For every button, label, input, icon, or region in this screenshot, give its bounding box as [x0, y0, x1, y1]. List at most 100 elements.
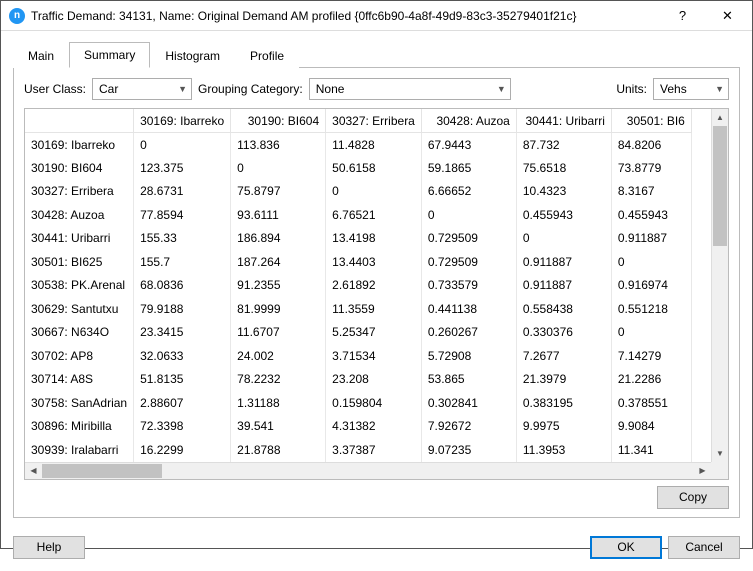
table-cell[interactable]: 93.6111: [231, 203, 326, 227]
table-cell[interactable]: 84.8206: [611, 133, 691, 157]
table-cell[interactable]: 39.541: [231, 415, 326, 439]
table-cell[interactable]: 9.9084: [611, 415, 691, 439]
table-row[interactable]: 30538: PK.Arenal68.083691.23552.618920.7…: [25, 274, 691, 298]
table-cell[interactable]: 32.0633: [134, 344, 231, 368]
table-cell[interactable]: 11.3953: [516, 438, 611, 462]
column-header[interactable]: 30190: BI604: [231, 109, 326, 133]
table-cell[interactable]: 0.455943: [516, 203, 611, 227]
table-cell[interactable]: 23.3415: [134, 321, 231, 345]
table-cell[interactable]: 0.733579: [421, 274, 516, 298]
table-row[interactable]: 30441: Uribarri155.33186.89413.41980.729…: [25, 227, 691, 251]
table-row[interactable]: 30501: BI625155.7187.26413.44030.7295090…: [25, 250, 691, 274]
table-cell[interactable]: 16.2299: [134, 438, 231, 462]
table-cell[interactable]: 10.4323: [516, 180, 611, 204]
column-header[interactable]: 30428: Auzoa: [421, 109, 516, 133]
user-class-select[interactable]: Car ▼: [92, 78, 192, 100]
table-cell[interactable]: 11.341: [611, 438, 691, 462]
ok-button[interactable]: OK: [590, 536, 662, 559]
scroll-thumb-horizontal[interactable]: [42, 464, 162, 478]
table-cell[interactable]: 5.72908: [421, 344, 516, 368]
table-cell[interactable]: 7.2677: [516, 344, 611, 368]
table-cell[interactable]: 0.455943: [611, 203, 691, 227]
grouping-select[interactable]: None ▼: [309, 78, 511, 100]
table-row[interactable]: 30896: Miribilla72.339839.5414.313827.92…: [25, 415, 691, 439]
table-cell[interactable]: 51.8135: [134, 368, 231, 392]
table-row[interactable]: 30667: N634O23.341511.67075.253470.26026…: [25, 321, 691, 345]
table-cell[interactable]: 21.8788: [231, 438, 326, 462]
table-row[interactable]: 30758: SanAdrian2.886071.311880.1598040.…: [25, 391, 691, 415]
table-cell[interactable]: 53.865: [421, 368, 516, 392]
table-cell[interactable]: 0.729509: [421, 227, 516, 251]
table-cell[interactable]: 0.551218: [611, 297, 691, 321]
table-cell[interactable]: 0.302841: [421, 391, 516, 415]
units-select[interactable]: Vehs ▼: [653, 78, 729, 100]
table-cell[interactable]: 186.894: [231, 227, 326, 251]
table-cell[interactable]: 73.8779: [611, 156, 691, 180]
column-header[interactable]: 30441: Uribarri: [516, 109, 611, 133]
table-cell[interactable]: 0: [611, 321, 691, 345]
table-cell[interactable]: 79.9188: [134, 297, 231, 321]
table-cell[interactable]: 11.3559: [326, 297, 422, 321]
table-cell[interactable]: 0.911887: [611, 227, 691, 251]
table-cell[interactable]: 0.729509: [421, 250, 516, 274]
table-cell[interactable]: 0.911887: [516, 250, 611, 274]
table-cell[interactable]: 87.732: [516, 133, 611, 157]
table-cell[interactable]: 13.4198: [326, 227, 422, 251]
table-cell[interactable]: 75.6518: [516, 156, 611, 180]
table-row[interactable]: 30428: Auzoa77.859493.61116.7652100.4559…: [25, 203, 691, 227]
table-cell[interactable]: 0.159804: [326, 391, 422, 415]
table-cell[interactable]: 9.07235: [421, 438, 516, 462]
tab-profile[interactable]: Profile: [235, 43, 299, 68]
table-cell[interactable]: 2.88607: [134, 391, 231, 415]
table-cell[interactable]: 6.76521: [326, 203, 422, 227]
table-cell[interactable]: 0: [326, 180, 422, 204]
table-cell[interactable]: 3.37387: [326, 438, 422, 462]
table-cell[interactable]: 3.71534: [326, 344, 422, 368]
scroll-right-icon[interactable]: ▶: [694, 463, 711, 479]
column-header[interactable]: 30327: Erribera: [326, 109, 422, 133]
table-cell[interactable]: 77.8594: [134, 203, 231, 227]
table-cell[interactable]: 81.9999: [231, 297, 326, 321]
table-cell[interactable]: 0: [134, 133, 231, 157]
table-cell[interactable]: 9.9975: [516, 415, 611, 439]
table-cell[interactable]: 0.911887: [516, 274, 611, 298]
table-cell[interactable]: 11.6707: [231, 321, 326, 345]
tab-summary[interactable]: Summary: [69, 42, 150, 68]
table-cell[interactable]: 68.0836: [134, 274, 231, 298]
scroll-down-icon[interactable]: ▼: [712, 445, 728, 462]
table-cell[interactable]: 0.330376: [516, 321, 611, 345]
copy-button[interactable]: Copy: [657, 486, 729, 509]
scroll-left-icon[interactable]: ◀: [25, 463, 42, 479]
table-row[interactable]: 30169: Ibarreko0113.83611.482867.944387.…: [25, 133, 691, 157]
table-cell[interactable]: 59.1865: [421, 156, 516, 180]
table-cell[interactable]: 4.31382: [326, 415, 422, 439]
table-cell[interactable]: 91.2355: [231, 274, 326, 298]
table-cell[interactable]: 24.002: [231, 344, 326, 368]
table-cell[interactable]: 0: [516, 227, 611, 251]
table-cell[interactable]: 0: [231, 156, 326, 180]
table-row[interactable]: 30629: Santutxu79.918881.999911.35590.44…: [25, 297, 691, 321]
table-row[interactable]: 30714: A8S51.813578.223223.20853.86521.3…: [25, 368, 691, 392]
table-cell[interactable]: 7.92672: [421, 415, 516, 439]
vertical-scrollbar[interactable]: ▲ ▼: [711, 109, 728, 462]
table-cell[interactable]: 0.378551: [611, 391, 691, 415]
column-header[interactable]: 30501: BI6: [611, 109, 691, 133]
table-cell[interactable]: 8.3167: [611, 180, 691, 204]
table-cell[interactable]: 0: [421, 203, 516, 227]
table-cell[interactable]: 0.383195: [516, 391, 611, 415]
scroll-up-icon[interactable]: ▲: [712, 109, 728, 126]
table-cell[interactable]: 11.4828: [326, 133, 422, 157]
table-cell[interactable]: 155.33: [134, 227, 231, 251]
table-cell[interactable]: 0.260267: [421, 321, 516, 345]
table-cell[interactable]: 50.6158: [326, 156, 422, 180]
table-row[interactable]: 30939: Iralabarri16.229921.87883.373879.…: [25, 438, 691, 462]
close-button[interactable]: ✕: [705, 1, 750, 31]
table-cell[interactable]: 0.558438: [516, 297, 611, 321]
table-row[interactable]: 30327: Erribera28.673175.879706.6665210.…: [25, 180, 691, 204]
table-cell[interactable]: 7.14279: [611, 344, 691, 368]
table-cell[interactable]: 155.7: [134, 250, 231, 274]
help-footer-button[interactable]: Help: [13, 536, 85, 559]
table-cell[interactable]: 67.9443: [421, 133, 516, 157]
table-cell[interactable]: 72.3398: [134, 415, 231, 439]
table-cell[interactable]: 2.61892: [326, 274, 422, 298]
